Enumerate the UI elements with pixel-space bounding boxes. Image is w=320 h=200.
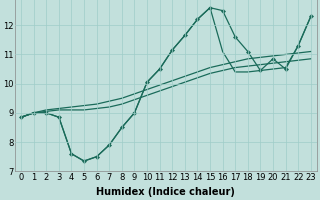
X-axis label: Humidex (Indice chaleur): Humidex (Indice chaleur) <box>97 187 236 197</box>
